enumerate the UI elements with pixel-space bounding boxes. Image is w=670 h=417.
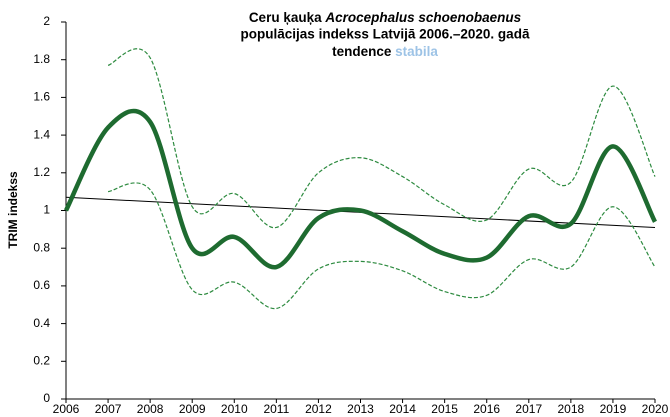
trend-label: tendence <box>332 44 392 59</box>
x-tick-label: 2007 <box>95 402 122 416</box>
x-tick-label: 2011 <box>263 402 289 416</box>
y-tick-label: 2 <box>43 14 50 28</box>
x-tick-label: 2018 <box>558 402 585 416</box>
index-line <box>63 108 658 270</box>
x-tick-label: 2020 <box>642 402 669 416</box>
trend-value: stabila <box>395 44 438 59</box>
x-tick-label: 2014 <box>389 402 416 416</box>
y-tick-label: 0.6 <box>33 278 50 292</box>
y-axis-label: TRIM indekss <box>6 171 20 249</box>
y-tick-label: 0.2 <box>33 353 50 367</box>
x-tick-label: 2010 <box>221 402 248 416</box>
y-tick-label: 1.2 <box>33 165 50 179</box>
title-name: Ceru ķauķa <box>249 10 322 25</box>
x-tick-label: 2013 <box>347 402 374 416</box>
x-tick-label: 2006 <box>53 402 80 416</box>
chart-title: Ceru ķauķa Acrocephalus schoenobaenus <box>249 10 522 25</box>
y-tick-label: 1 <box>43 203 50 217</box>
title-species: Acrocephalus schoenobaenus <box>324 10 521 25</box>
y-tick-label: 0.8 <box>33 240 50 254</box>
y-tick-label: 0.4 <box>33 316 50 330</box>
x-tick-label: 2009 <box>179 402 206 416</box>
confidence-line <box>107 48 656 229</box>
y-tick-label: 1.6 <box>33 90 50 104</box>
x-tick-label: 2008 <box>137 402 164 416</box>
x-tick-label: 2017 <box>515 402 542 416</box>
confidence-line <box>107 182 656 310</box>
y-tick-label: 0 <box>43 391 50 405</box>
y-tick-label: 1.8 <box>33 52 50 66</box>
x-tick-label: 2019 <box>600 402 627 416</box>
chart-title: populācijas indekss Latvijā 2006.–2020. … <box>241 27 530 42</box>
x-tick-label: 2015 <box>431 402 458 416</box>
x-tick-label: 2012 <box>305 402 332 416</box>
chart-title: tendence stabila <box>332 44 438 59</box>
y-tick-label: 1.4 <box>33 127 50 141</box>
x-tick-label: 2016 <box>473 402 500 416</box>
